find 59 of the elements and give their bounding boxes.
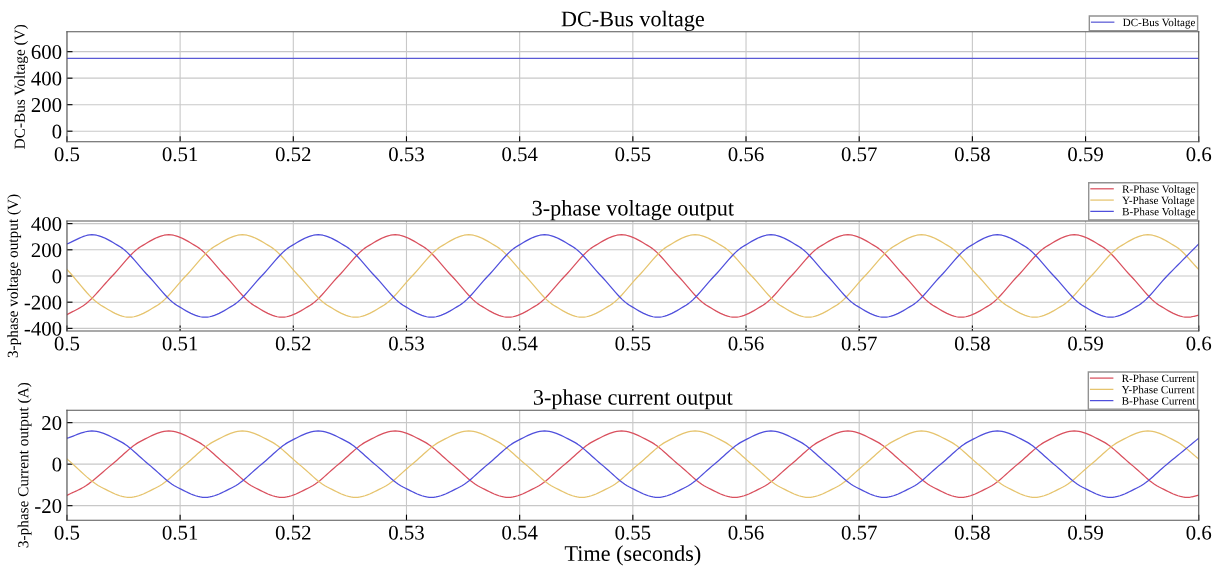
x-tick-label: 0.6 (1186, 336, 1212, 351)
y-tick-label: 200 (31, 98, 62, 113)
y-tick-label: 0 (52, 457, 62, 472)
x-tick-label: 0.6 (1186, 147, 1212, 162)
y-tick-label: 200 (31, 243, 62, 258)
y-axis-title: DC-Bus Voltage (V) (14, 24, 29, 149)
x-tick-label: 0.54 (502, 525, 538, 540)
legend-label: B-Phase Current (1121, 396, 1196, 405)
x-tick-label: 0.56 (728, 147, 764, 162)
x-tick-label: 0.5 (54, 525, 80, 540)
legend-label: B-Phase Voltage (1122, 207, 1196, 218)
y-tick-label: 600 (31, 45, 62, 60)
y-tick-label: 400 (31, 71, 62, 86)
y-axis-title: 3-phase Current output (A) (17, 382, 32, 548)
x-tick-label: 0.56 (728, 336, 764, 351)
x-tick-label: 0.55 (615, 147, 651, 162)
x-tick-label: 0.58 (954, 147, 990, 162)
y-tick-label: -200 (24, 295, 62, 310)
x-tick-label: 0.55 (615, 336, 651, 351)
x-tick-label: 0.52 (275, 525, 311, 540)
x-tick-label: 0.54 (502, 336, 538, 351)
y-tick-label: 400 (31, 216, 62, 232)
legend-label: Y-Phase Voltage (1122, 196, 1195, 207)
x-tick-label: 0.51 (162, 525, 198, 540)
x-tick-label: 0.5 (54, 336, 80, 351)
x-tick-label: 0.53 (389, 147, 424, 162)
x-tick-label: 0.59 (1068, 147, 1103, 162)
x-tick-label: 0.56 (728, 525, 764, 540)
chart-title: DC-Bus voltage (561, 10, 704, 32)
chart-title: 3-phase voltage output (532, 200, 734, 221)
x-tick-label: 0.53 (389, 336, 424, 351)
y-axis-title: 3-phase voltage output (V) (7, 194, 22, 358)
legend-label: R-Phase Voltage (1122, 184, 1196, 196)
x-tick-label: 0.57 (841, 147, 877, 162)
x-tick-label: 0.59 (1068, 336, 1103, 351)
legend-label: Y-Phase Current (1121, 385, 1195, 394)
x-tick-label: 0.57 (841, 336, 877, 351)
x-tick-label: 0.6 (1186, 525, 1212, 540)
x-tick-label: 0.55 (615, 525, 651, 540)
x-tick-label: 0.54 (502, 147, 538, 162)
y-tick-label: -20 (35, 499, 62, 514)
legend-label: DC-Bus Voltage (1122, 18, 1196, 29)
x-tick-label: 0.51 (162, 147, 198, 162)
chart-title: 3-phase current output (533, 389, 733, 410)
x-tick-label: 0.52 (275, 147, 311, 162)
x-tick-label: 0.59 (1068, 525, 1103, 540)
legend-label: R-Phase Current (1121, 374, 1196, 383)
x-tick-label: 0.51 (162, 336, 198, 351)
x-tick-label: 0.58 (954, 336, 990, 351)
y-tick-label: 20 (42, 416, 62, 431)
y-tick-label: 0 (52, 269, 62, 284)
x-tick-label: 0.53 (389, 525, 424, 540)
x-tick-label: 0.52 (275, 336, 311, 351)
x-tick-label: 0.57 (841, 525, 877, 540)
x-tick-label: 0.58 (954, 525, 990, 540)
x-tick-label: 0.5 (54, 147, 80, 162)
y-tick-label: 0 (52, 124, 62, 139)
y-tick-label: -400 (24, 321, 62, 336)
x-axis-title: Time (seconds) (564, 545, 701, 566)
